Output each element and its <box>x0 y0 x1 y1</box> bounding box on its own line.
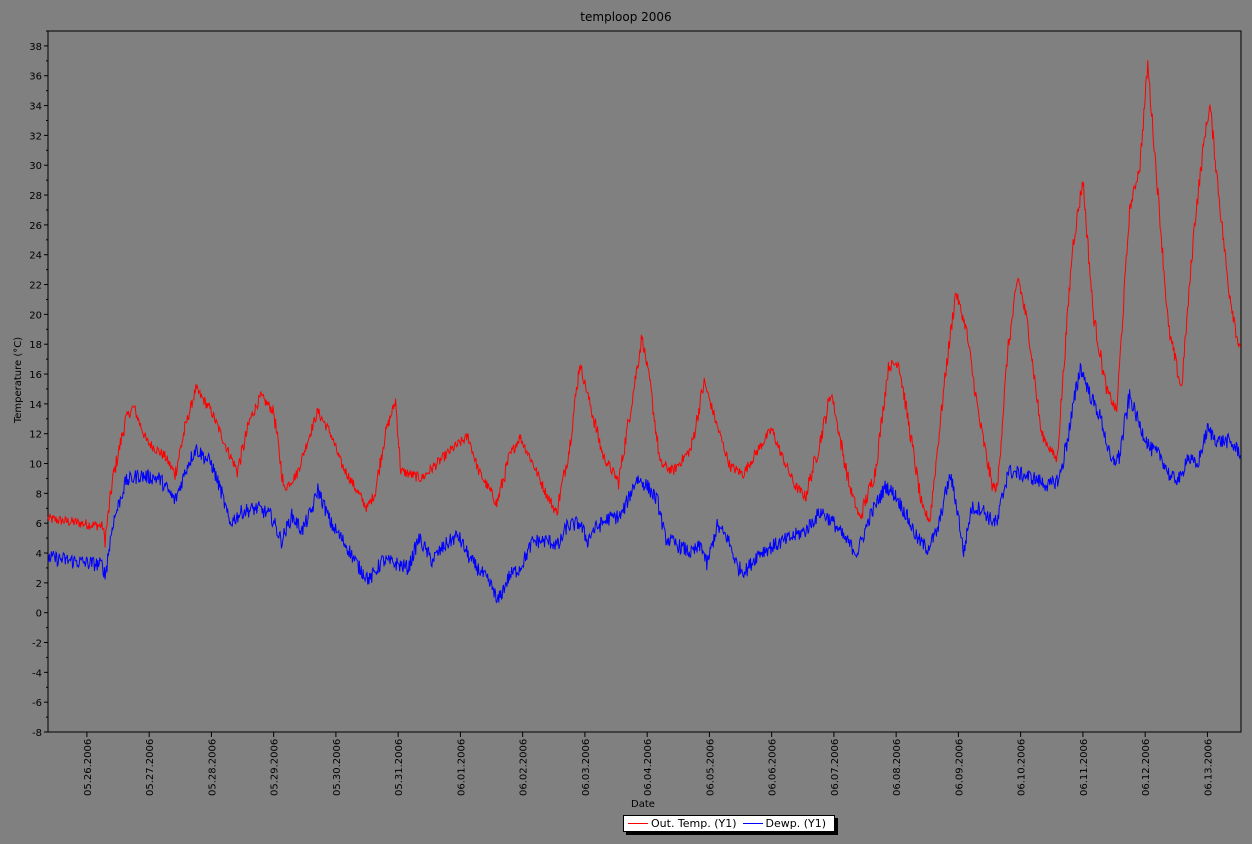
legend-item-out-temp: Out. Temp. (Y1) <box>628 815 737 832</box>
y-tick-label: 22 <box>29 281 42 292</box>
x-tick-label: 06.07.2006 <box>830 739 841 796</box>
y-tick-label: 32 <box>29 131 42 142</box>
x-tick-label: 06.05.2006 <box>705 739 716 796</box>
y-axis-label: Temperature (°C) <box>13 337 24 424</box>
x-tick-label: 05.26.2006 <box>83 739 94 796</box>
x-tick-label: 06.08.2006 <box>892 739 903 796</box>
x-tick-label: 06.12.2006 <box>1141 739 1152 796</box>
y-tick-label: 30 <box>29 161 42 172</box>
y-tick-label: -8 <box>32 728 42 739</box>
series-layer <box>47 60 1241 604</box>
legend-label-dewp: Dewp. (Y1) <box>765 817 827 830</box>
legend-item-dewp: Dewp. (Y1) <box>742 815 827 832</box>
legend-swatch-dewp <box>742 823 763 824</box>
legend: Out. Temp. (Y1) Dewp. (Y1) <box>623 815 835 832</box>
chart-title: temploop 2006 <box>580 10 671 24</box>
y-tick-label: -4 <box>32 668 42 679</box>
y-tick-label: 14 <box>29 400 42 411</box>
y-tick-label: -6 <box>32 698 42 709</box>
y-tick-label: 10 <box>29 460 42 471</box>
y-tick-label: 2 <box>36 579 42 590</box>
y-tick-label: 34 <box>29 102 42 113</box>
x-tick-label: 06.06.2006 <box>768 739 779 796</box>
y-tick-label: 24 <box>29 251 42 262</box>
y-tick-label: 18 <box>29 340 42 351</box>
x-tick-label: 05.27.2006 <box>145 739 156 796</box>
y-tick-label: 38 <box>29 42 42 53</box>
x-tick-label: 06.10.2006 <box>1017 739 1028 796</box>
y-tick-label: 4 <box>36 549 42 560</box>
y-tick-label: 28 <box>29 191 42 202</box>
plot-area <box>47 30 1242 733</box>
x-tick-label: 06.01.2006 <box>456 739 467 796</box>
legend-label-out-temp: Out. Temp. (Y1) <box>651 817 737 830</box>
x-tick-label: 06.03.2006 <box>581 739 592 796</box>
x-tick-label: 06.04.2006 <box>643 739 654 796</box>
x-tick-label: 06.09.2006 <box>954 739 965 796</box>
x-tick-label: 05.31.2006 <box>394 739 405 796</box>
x-tick-label: 06.02.2006 <box>519 739 530 796</box>
y-tick-label: 12 <box>29 430 42 441</box>
x-axis: 05.26.2006 05.27.2006 05.28.2006 05.29.2006… <box>83 732 1214 796</box>
series-line-out-temp <box>47 60 1241 548</box>
y-tick-label: 0 <box>36 609 42 620</box>
x-tick-label: 05.29.2006 <box>270 739 281 796</box>
legend-swatch-out-temp <box>628 823 648 824</box>
y-tick-label: 8 <box>36 489 42 500</box>
y-tick-label: -2 <box>32 639 42 650</box>
x-axis-label: Date <box>631 799 655 810</box>
y-tick-label: 20 <box>29 310 42 321</box>
x-tick-label: 06.11.2006 <box>1079 739 1090 796</box>
x-tick-label: 05.30.2006 <box>332 739 343 796</box>
x-tick-label: 05.28.2006 <box>207 739 218 796</box>
x-tick-label: 06.13.2006 <box>1203 739 1214 796</box>
y-axis: -8-6-4-202468101214161820222426283032343… <box>29 30 48 739</box>
y-tick-label: 16 <box>29 370 42 381</box>
series-line-dewp <box>47 363 1241 604</box>
y-tick-label: 26 <box>29 221 42 232</box>
y-tick-label: 6 <box>36 519 42 530</box>
y-tick-label: 36 <box>29 72 42 83</box>
